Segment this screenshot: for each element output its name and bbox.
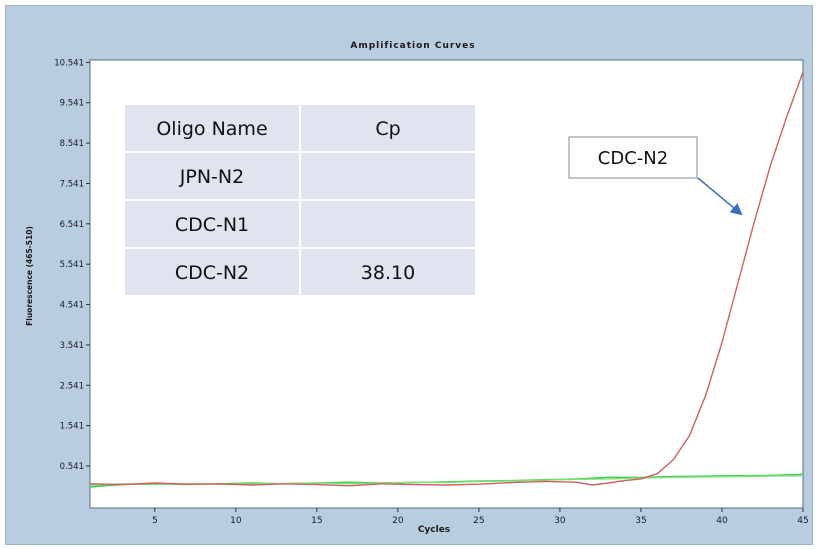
x-tick-label: 30 [554, 516, 566, 526]
table-cell-text: CDC-N2 [175, 262, 249, 284]
x-tick-label: 40 [716, 516, 728, 526]
y-tick-label: 6.541 [60, 220, 84, 230]
y-tick-label: 10.541 [54, 58, 84, 68]
table-cell [299, 103, 477, 153]
table-cell-text: CDC-N1 [175, 214, 249, 236]
y-axis-label: Fluorescence (465-510) [25, 226, 34, 326]
table-cell [299, 199, 477, 249]
table-cell-text: JPN-N2 [179, 166, 244, 188]
y-tick-label: 7.541 [60, 179, 84, 189]
callout-box [568, 136, 698, 179]
x-tick-label: 5 [152, 516, 158, 526]
chart-frame: Amplification Curves 0.541 1.541 2.541 3.54… [5, 5, 813, 545]
x-tick-label: 35 [635, 516, 646, 526]
y-tick-label: 0.541 [60, 462, 84, 472]
y-tick-label: 4.541 [60, 301, 84, 311]
table-cell [123, 103, 301, 153]
y-tick-label: 8.541 [60, 139, 84, 149]
x-axis-label: Cycles [418, 525, 450, 535]
callout-arrow [697, 177, 743, 216]
table-cell [299, 151, 477, 201]
table-header: Cp [375, 118, 400, 140]
series-layer [89, 71, 804, 488]
table-cell [299, 247, 477, 297]
x-tick-label: 20 [392, 516, 404, 526]
amplification-chart: Amplification Curves 0.541 1.541 2.541 3.54… [25, 41, 809, 535]
callout: CDC-N2 [568, 136, 743, 216]
table-cell [123, 247, 301, 297]
x-tick-label: 15 [311, 516, 322, 526]
y-tick-label: 1.541 [60, 422, 84, 432]
table-cell [123, 151, 301, 201]
y-tick-label: 3.541 [60, 341, 84, 351]
x-tick-label: 10 [230, 516, 242, 526]
x-axis: 5 10 15 20 25 30 35 40 45 [152, 508, 809, 526]
callout-label: CDC-N2 [598, 148, 668, 169]
y-tick-label: 9.541 [60, 99, 84, 109]
cp-table: Oligo Name Cp JPN-N2 CDC-N1 CDC-N2 38.10 [123, 103, 477, 297]
y-tick-label: 5.541 [60, 260, 84, 270]
x-tick-label: 25 [473, 516, 484, 526]
chart-title: Amplification Curves [350, 41, 475, 51]
table-header: Oligo Name [156, 118, 267, 140]
y-axis: 0.541 1.541 2.541 3.541 4.541 5.541 6.541 7.541… [54, 58, 90, 472]
y-tick-label: 2.541 [60, 381, 84, 391]
x-tick-label: 45 [797, 516, 808, 526]
table-cell-text: 38.10 [361, 262, 415, 284]
series-line-1 [89, 71, 804, 487]
